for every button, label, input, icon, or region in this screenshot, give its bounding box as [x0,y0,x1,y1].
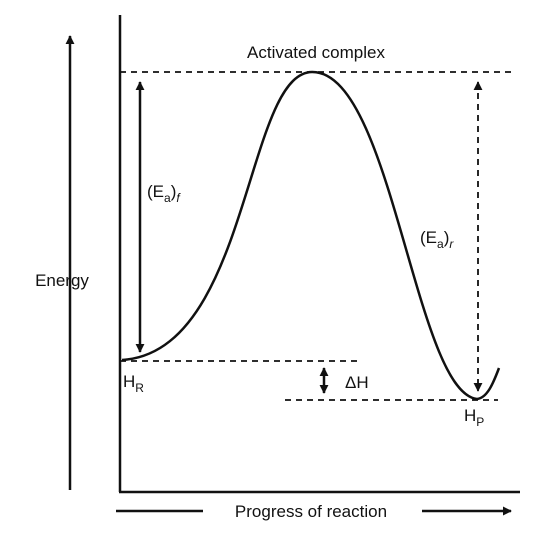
delta-h-label: ΔH [345,373,369,392]
energy-curve [121,70,501,401]
y-axis-label: Energy [35,271,89,290]
ea-reverse-label: (Ea)r [420,228,454,251]
product-enthalpy-label: HP [464,406,484,429]
reactant-enthalpy-label: HR [123,372,144,395]
ea-forward-label: (Ea)f [147,182,181,205]
activated-complex-label: Activated complex [247,43,385,62]
x-axis-label: Progress of reaction [235,502,387,521]
